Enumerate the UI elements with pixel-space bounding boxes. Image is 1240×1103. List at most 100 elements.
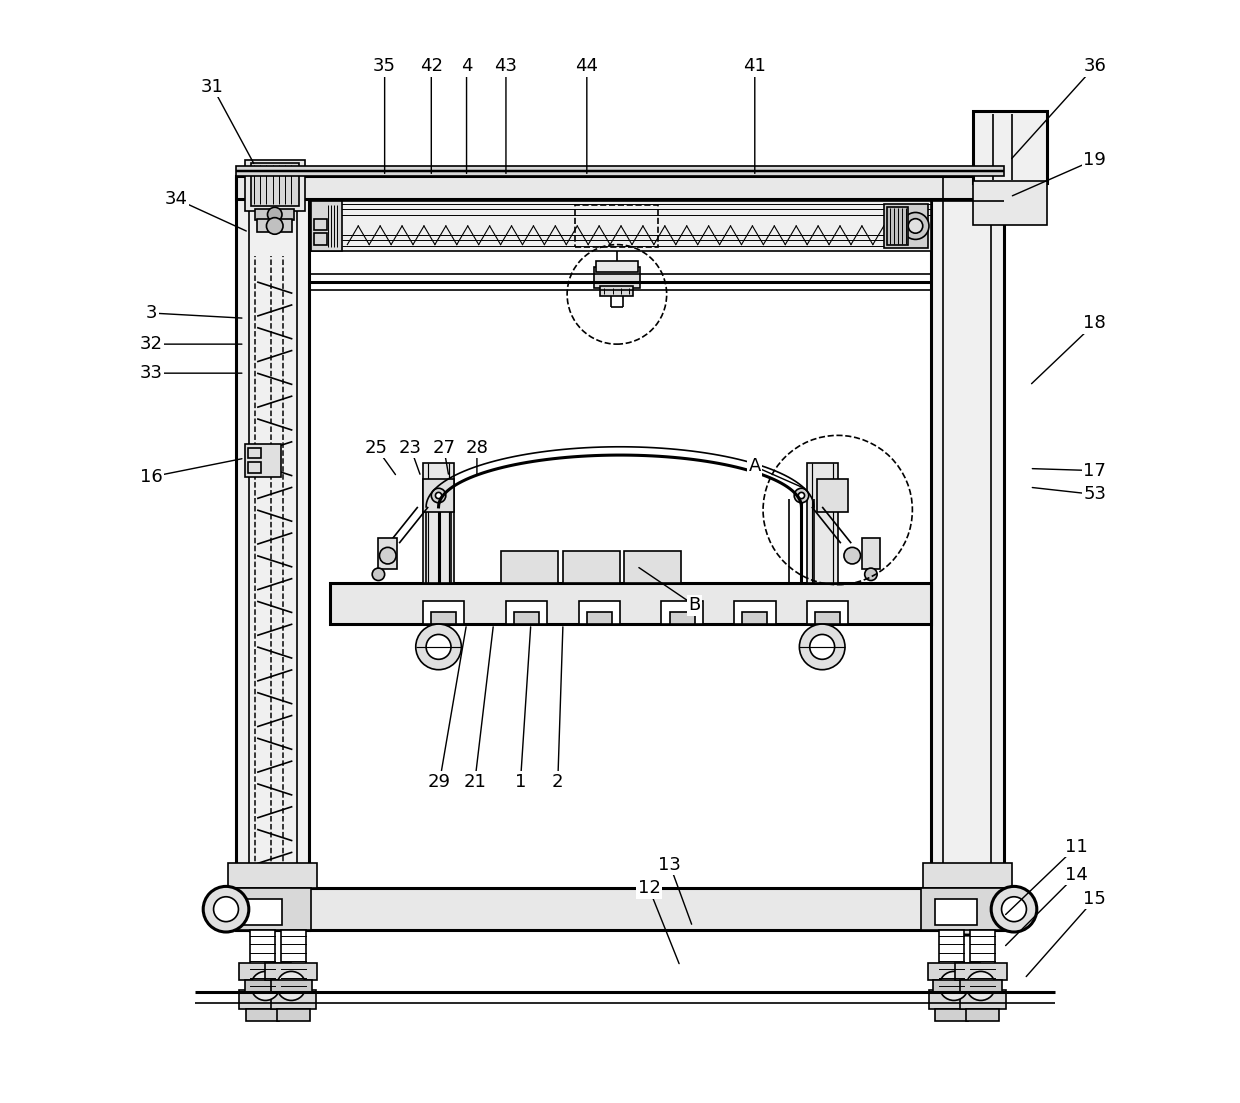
Bar: [972, 181, 1047, 225]
Circle shape: [800, 624, 844, 670]
Bar: [314, 233, 326, 245]
Bar: [600, 286, 634, 297]
Bar: [423, 601, 465, 624]
Bar: [966, 1009, 999, 1021]
Text: 35: 35: [373, 57, 396, 75]
Text: 13: 13: [658, 856, 681, 874]
Circle shape: [242, 893, 283, 935]
Circle shape: [379, 547, 396, 564]
Circle shape: [372, 568, 384, 580]
Circle shape: [991, 887, 1037, 932]
Circle shape: [427, 634, 451, 660]
Circle shape: [810, 634, 835, 660]
Text: 28: 28: [465, 439, 489, 457]
Text: 16: 16: [140, 468, 162, 485]
Bar: [960, 979, 1002, 993]
Circle shape: [901, 213, 929, 239]
Circle shape: [250, 903, 274, 925]
Bar: [311, 201, 342, 250]
Bar: [506, 601, 547, 624]
Circle shape: [277, 972, 306, 1000]
Bar: [920, 888, 1006, 930]
Text: 32: 32: [140, 335, 162, 353]
Bar: [563, 552, 620, 582]
Bar: [955, 963, 1007, 979]
Bar: [423, 463, 454, 582]
Circle shape: [844, 547, 861, 564]
Bar: [237, 179, 309, 930]
Bar: [587, 612, 611, 624]
Bar: [817, 479, 848, 512]
Bar: [378, 538, 397, 569]
Bar: [884, 204, 928, 248]
Circle shape: [940, 972, 968, 1000]
Bar: [249, 930, 275, 990]
Bar: [661, 601, 703, 624]
Bar: [244, 979, 286, 993]
Text: 2: 2: [552, 773, 563, 791]
Circle shape: [956, 903, 978, 925]
Bar: [432, 612, 456, 624]
Bar: [250, 162, 299, 206]
Bar: [237, 889, 1003, 930]
Bar: [594, 267, 640, 288]
Text: 11: 11: [1065, 838, 1087, 856]
Text: 42: 42: [420, 57, 443, 75]
Bar: [670, 612, 694, 624]
Text: 27: 27: [433, 439, 455, 457]
Bar: [248, 448, 262, 458]
Bar: [237, 165, 1003, 176]
Bar: [244, 443, 281, 476]
Text: 15: 15: [1084, 890, 1106, 908]
Text: 53: 53: [1084, 485, 1106, 503]
Text: 4: 4: [461, 57, 472, 75]
Circle shape: [794, 489, 808, 503]
Bar: [423, 479, 454, 512]
Bar: [277, 1009, 310, 1021]
Text: 1: 1: [515, 773, 526, 791]
Bar: [807, 463, 838, 582]
Bar: [935, 899, 977, 924]
Bar: [931, 179, 1003, 930]
Bar: [257, 218, 293, 232]
Text: 21: 21: [464, 773, 486, 791]
Bar: [314, 218, 326, 231]
Text: 3: 3: [145, 304, 157, 322]
Text: 17: 17: [1084, 462, 1106, 480]
Text: 19: 19: [1084, 151, 1106, 169]
Bar: [929, 990, 975, 1009]
Bar: [579, 601, 620, 624]
Circle shape: [203, 887, 249, 932]
Text: 31: 31: [201, 78, 224, 96]
Circle shape: [415, 624, 461, 670]
Bar: [515, 612, 539, 624]
Text: 33: 33: [140, 364, 162, 382]
Text: B: B: [688, 597, 701, 614]
Bar: [237, 176, 1003, 199]
Bar: [226, 888, 311, 930]
Bar: [971, 930, 996, 990]
Text: 18: 18: [1084, 314, 1106, 332]
Text: 23: 23: [399, 439, 422, 457]
Bar: [228, 863, 317, 888]
Bar: [248, 462, 262, 473]
Circle shape: [799, 492, 805, 499]
Bar: [239, 963, 291, 979]
Bar: [246, 1009, 279, 1021]
Bar: [239, 990, 285, 1009]
Bar: [311, 201, 931, 250]
Text: 29: 29: [428, 773, 451, 791]
Bar: [501, 552, 558, 582]
Text: A: A: [749, 458, 761, 475]
Circle shape: [268, 207, 281, 222]
Text: 14: 14: [1065, 866, 1087, 884]
Bar: [575, 205, 658, 247]
Circle shape: [435, 492, 441, 499]
Bar: [743, 612, 768, 624]
Text: 41: 41: [743, 57, 766, 75]
Circle shape: [908, 218, 923, 233]
Text: 12: 12: [637, 879, 661, 898]
Circle shape: [432, 489, 446, 503]
Circle shape: [267, 217, 283, 234]
Bar: [888, 207, 908, 245]
